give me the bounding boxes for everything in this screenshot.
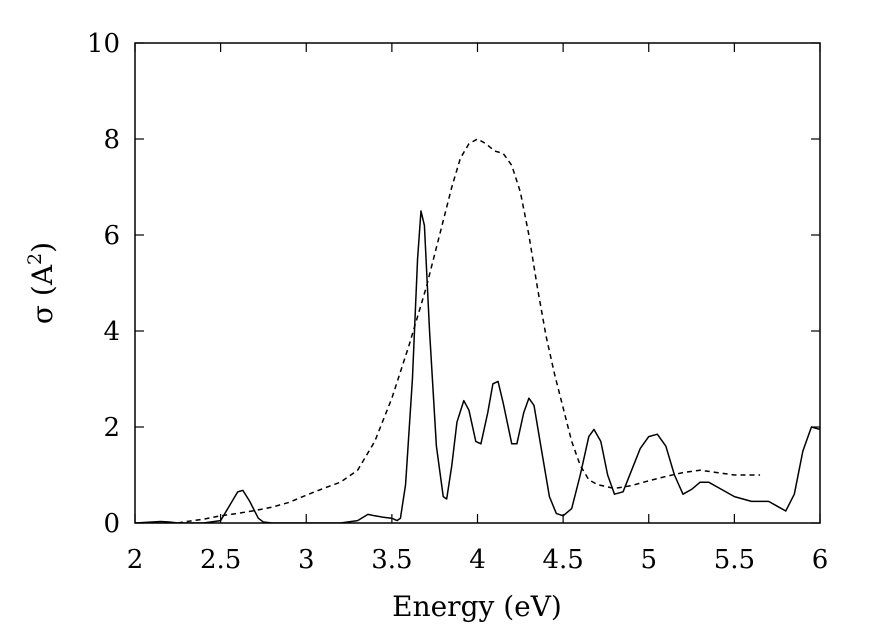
y-axis-title: σ (A2) [24, 242, 59, 324]
y-tick-label: 8 [103, 125, 120, 155]
y-axis-ticks: 0 2 4 6 8 10 [87, 29, 820, 539]
x-tick-label: 4 [469, 545, 486, 575]
x-tick-label: 4.5 [542, 545, 583, 575]
x-tick-label: 5 [640, 545, 657, 575]
x-axis-ticks: 2 2.5 3 3.5 4 4.5 5 5.5 6 [127, 43, 829, 575]
series-line-solid [135, 210, 820, 523]
x-tick-label: 2.5 [200, 545, 241, 575]
y-tick-label: 2 [103, 413, 120, 443]
x-tick-label: 3.5 [371, 545, 412, 575]
y-tick-label: 0 [103, 509, 120, 539]
series-line-dashed [177, 138, 761, 523]
y-tick-label: 4 [103, 317, 120, 347]
x-tick-label: 2 [127, 545, 144, 575]
y-tick-label: 10 [87, 29, 120, 59]
x-tick-label: 3 [298, 545, 315, 575]
y-tick-label: 6 [103, 221, 120, 251]
x-axis-title: Energy (eV) [392, 590, 562, 623]
series-layer [135, 138, 820, 523]
plot-frame [134, 42, 821, 524]
x-tick-label: 5.5 [714, 545, 755, 575]
x-tick-label: 6 [812, 545, 829, 575]
